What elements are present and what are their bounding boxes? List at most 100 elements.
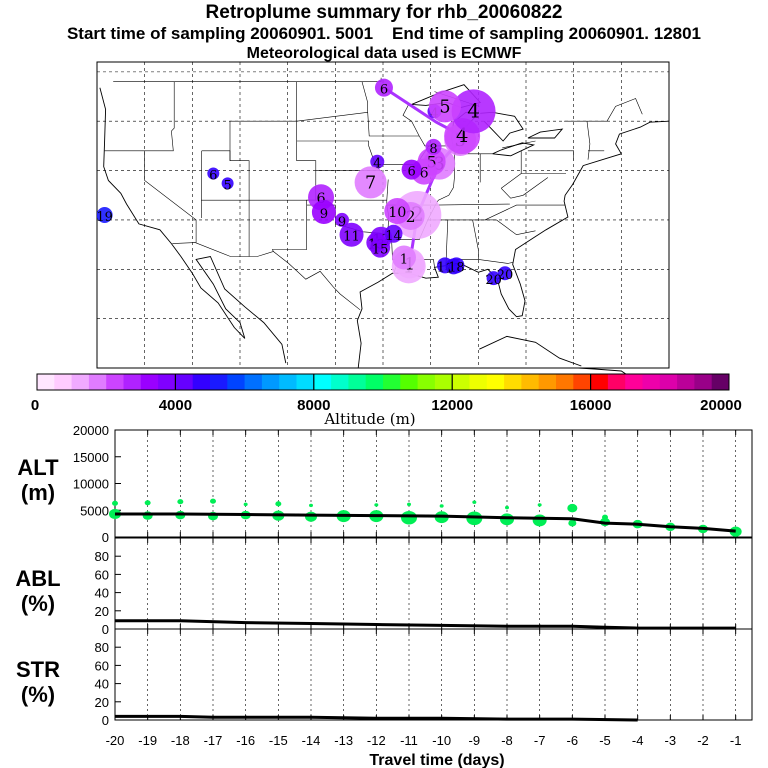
colorbar-swatch <box>504 374 522 390</box>
colorbar-swatch <box>642 374 661 390</box>
colorbar-swatch <box>417 374 436 390</box>
panel-y-tick-label: 15000 <box>73 450 109 465</box>
plume-marker-label: 6 <box>316 191 325 207</box>
altitude-point <box>439 504 444 508</box>
plume-marker-label: 6 <box>209 169 217 184</box>
altitude-colorbar: 0 4000 8000 12000 16000 20000 <box>31 373 742 414</box>
colorbar-swatch <box>607 374 626 390</box>
plume-marker-label: 19 <box>96 210 113 225</box>
colorbar-swatch <box>400 374 418 390</box>
panel-frame <box>114 537 753 630</box>
colorbar-swatch <box>365 374 384 390</box>
colorbar-swatch <box>348 374 367 390</box>
state-border <box>501 173 522 189</box>
state-border <box>104 81 175 152</box>
plume-marker-label: 9 <box>320 207 328 222</box>
panel-y-tick-label: 60 <box>95 567 109 582</box>
colorbar-swatch <box>331 374 349 390</box>
colorbar-swatch <box>210 374 228 390</box>
altitude-point <box>374 503 379 507</box>
plume-marker-label: 18 <box>448 260 465 275</box>
panel-title: ALT <box>17 455 59 480</box>
altitude-point <box>472 500 477 504</box>
altitude-point <box>112 500 118 506</box>
x-tick-label: -19 <box>138 733 157 748</box>
map-panel: 1112233444455566666789910111213141516171… <box>96 61 670 391</box>
met-data-subtitle: Meteorological data used is ECMWF <box>246 45 522 62</box>
plume-marker-label: 4 <box>373 157 381 172</box>
state-border <box>172 242 361 311</box>
x-tick-label: -6 <box>567 733 579 748</box>
x-tick-label: -5 <box>599 733 611 748</box>
colorbar-swatch <box>521 374 540 390</box>
pacific-coastline <box>99 87 287 364</box>
plume-marker-circle <box>486 271 501 286</box>
plume-marker-label: 4 <box>467 98 480 122</box>
plume-marker-circle <box>370 154 385 169</box>
state-border <box>201 150 250 201</box>
plume-marker-label: 11 <box>343 230 360 245</box>
plume-marker-circle <box>448 257 465 274</box>
altitude-point <box>532 514 547 527</box>
abl-series-line <box>115 619 736 630</box>
plume-marker-label: 6 <box>380 83 388 98</box>
panel-frame <box>114 628 753 721</box>
str-series-line <box>115 714 638 722</box>
state-border <box>478 259 513 264</box>
altitude-point <box>568 519 577 527</box>
plume-marker-circle <box>354 166 387 199</box>
plume-marker-label: 15 <box>372 243 389 258</box>
plume-marker-circle <box>335 212 350 227</box>
plume-marker-circle <box>374 78 393 97</box>
altitude-point <box>243 502 248 507</box>
panel-y-tick-label: 20000 <box>73 423 109 438</box>
altitude-point <box>305 511 317 522</box>
state-border <box>427 204 566 221</box>
altitude-point <box>500 513 514 526</box>
plume-marker-circle <box>428 90 461 123</box>
colorbar-swatch <box>123 374 142 390</box>
plume-marker-label: 6 <box>419 166 428 182</box>
plume-marker-circle <box>339 222 364 247</box>
state-border <box>500 177 549 199</box>
altitude-point <box>144 500 151 506</box>
x-tick-label: -17 <box>204 733 223 748</box>
plume-marker-circle <box>384 224 403 243</box>
colorbar-swatch <box>625 374 643 390</box>
colorbar-swatch <box>590 374 609 390</box>
panel-y-tick-label: 0 <box>102 713 109 728</box>
panel-unit: (%) <box>21 591 55 616</box>
str-panel: 0 20 40 60 80 STR(%) <box>16 628 753 728</box>
panel-y-tick-label: 0 <box>102 622 109 637</box>
plume-marker-circle <box>384 198 411 225</box>
colorbar-swatch <box>106 374 124 390</box>
panel-y-tick-label: 0 <box>102 530 109 545</box>
plume-marker-label: 5 <box>439 97 450 117</box>
colorbar-swatch <box>556 374 574 390</box>
colorbar-tick-label: 16000 <box>570 397 612 414</box>
plume-marker-label: 6 <box>407 165 415 180</box>
colorbar-swatch <box>140 374 159 390</box>
x-tick-label: -18 <box>171 733 190 748</box>
x-tick-label: -10 <box>432 733 451 748</box>
map-state-borders <box>104 77 643 311</box>
panel-y-tick-label: 40 <box>95 677 109 692</box>
colorbar-frame <box>36 373 730 391</box>
plume-markers: 1112233444455566666789910111213141516171… <box>96 78 513 288</box>
plume-marker-circle <box>391 245 416 270</box>
state-border <box>564 98 643 122</box>
x-tick-label: -4 <box>632 733 644 748</box>
colorbar-swatch <box>694 374 713 390</box>
altitude-point <box>407 502 411 507</box>
plume-marker-label: 5 <box>223 178 231 193</box>
colorbar-swatch <box>383 374 401 390</box>
state-border <box>502 140 536 149</box>
plume-marker-label: 1 <box>400 252 408 267</box>
panel-y-tick-label: 80 <box>95 549 109 564</box>
colorbar-swatch <box>279 374 297 390</box>
altitude-point <box>505 505 509 510</box>
colorbar-swatch <box>573 374 591 390</box>
x-tick-label: -15 <box>269 733 288 748</box>
x-tick-label: -1 <box>730 733 742 748</box>
